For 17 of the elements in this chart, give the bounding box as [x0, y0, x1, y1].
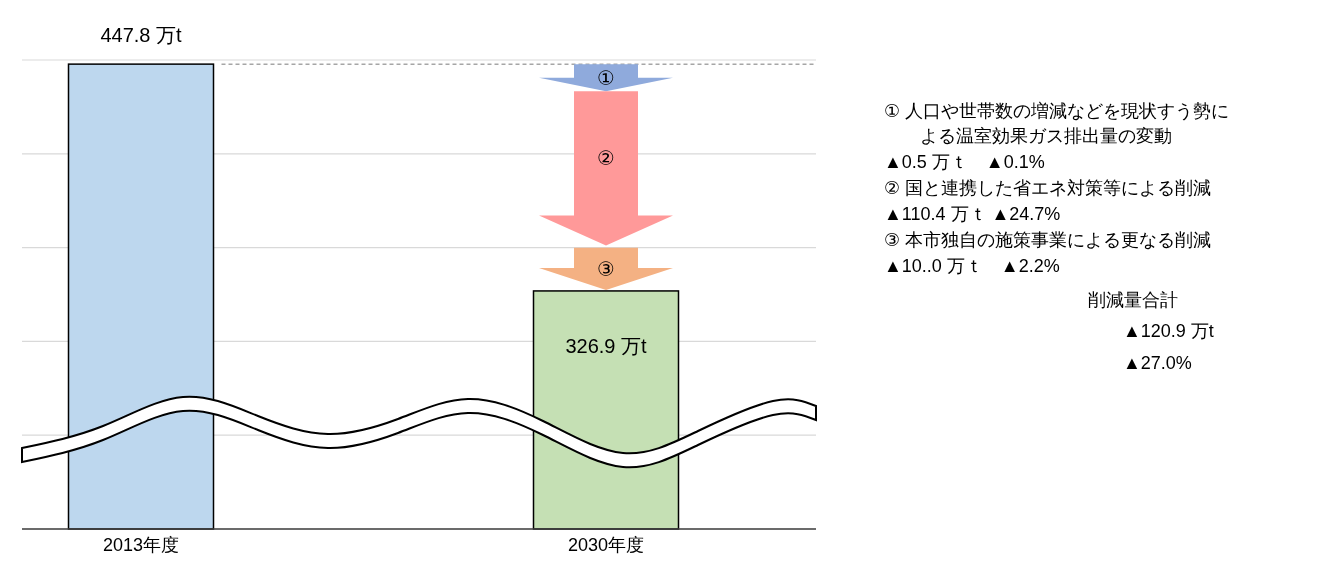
text: 削減量合計: [1088, 290, 1178, 310]
annotation: ③: [597, 257, 615, 280]
data-label: 447.8 万t: [100, 24, 183, 47]
text: ▲10..0 万ｔ ▲2.2%: [884, 256, 1060, 276]
text: よる温室効果ガス排出量の変動: [920, 126, 1172, 146]
text: ② 国と連携した省エネ対策等による削減: [884, 178, 1212, 198]
text: ▲120.9 万t: [1123, 321, 1214, 341]
text: ▲110.4 万ｔ ▲24.7%: [884, 204, 1061, 224]
text: ▲0.5 万ｔ ▲0.1%: [884, 152, 1045, 172]
annotation: ①: [597, 66, 615, 89]
text: ▲27.0%: [1123, 353, 1192, 373]
text: ③ 本市独自の施策事業による更なる削減: [884, 230, 1212, 250]
annotation: ②: [597, 147, 615, 170]
x-tick-label: 2013年度: [102, 535, 180, 555]
data-label: 326.9 万t: [565, 334, 648, 357]
x-tick-label: 2030年度: [567, 535, 645, 555]
text: ① 人口や世帯数の増減などを現状すう勢に: [884, 101, 1230, 121]
